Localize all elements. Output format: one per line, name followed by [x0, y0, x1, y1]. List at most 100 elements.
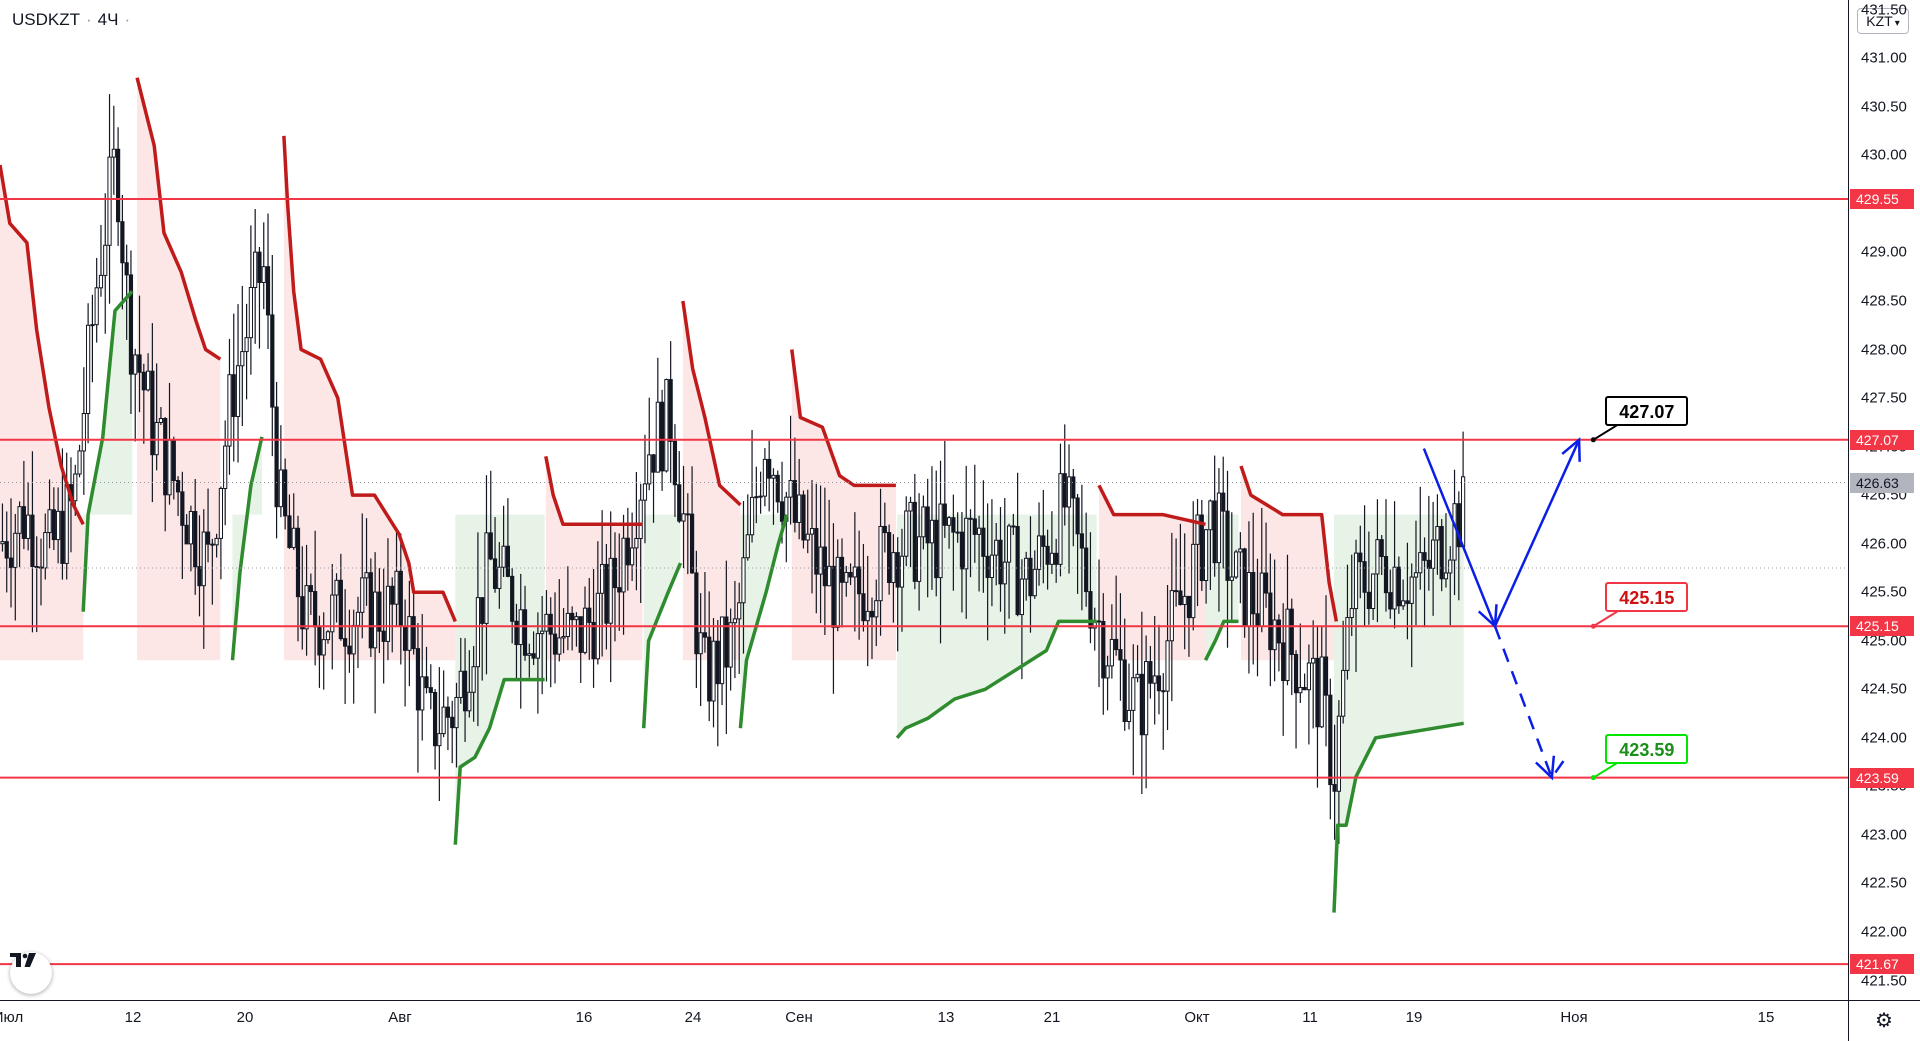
- candle[interactable]: [612, 532, 618, 642]
- candle[interactable]: [951, 494, 956, 591]
- candle[interactable]: [745, 494, 750, 561]
- candle[interactable]: [818, 485, 823, 624]
- candle[interactable]: [1336, 700, 1341, 844]
- candle[interactable]: [600, 510, 605, 657]
- candle[interactable]: [544, 590, 549, 682]
- candle[interactable]: [685, 493, 690, 575]
- candle[interactable]: [655, 357, 660, 473]
- candle[interactable]: [955, 512, 960, 543]
- candle[interactable]: [561, 607, 566, 654]
- candle[interactable]: [1456, 491, 1461, 601]
- candle[interactable]: [175, 476, 181, 517]
- candle[interactable]: [1195, 499, 1200, 607]
- candle[interactable]: [120, 194, 125, 310]
- candle[interactable]: [128, 250, 134, 414]
- candle[interactable]: [1401, 579, 1406, 610]
- candle[interactable]: [1379, 535, 1384, 576]
- candle[interactable]: [741, 500, 746, 654]
- candle[interactable]: [642, 434, 648, 544]
- candle[interactable]: [43, 513, 48, 580]
- candle[interactable]: [30, 451, 35, 633]
- candle[interactable]: [1079, 484, 1084, 611]
- candle[interactable]: [1071, 468, 1076, 547]
- candle[interactable]: [214, 533, 219, 558]
- candle[interactable]: [17, 501, 22, 568]
- candle[interactable]: [1461, 431, 1466, 548]
- candle[interactable]: [981, 480, 986, 593]
- candle[interactable]: [21, 460, 26, 550]
- candle[interactable]: [274, 381, 279, 539]
- candle[interactable]: [1084, 512, 1089, 607]
- candle[interactable]: [1448, 546, 1453, 626]
- candle[interactable]: [1439, 519, 1444, 592]
- candle[interactable]: [852, 512, 857, 632]
- supertrend-line-down[interactable]: [282, 135, 457, 623]
- candle[interactable]: [484, 475, 489, 675]
- candle[interactable]: [1024, 551, 1029, 601]
- candle[interactable]: [672, 424, 678, 517]
- candle[interactable]: [377, 568, 382, 654]
- candle[interactable]: [831, 523, 836, 694]
- candle[interactable]: [707, 591, 712, 722]
- candle[interactable]: [300, 546, 305, 650]
- level-price-label[interactable]: 423.59: [1850, 767, 1914, 788]
- candle[interactable]: [604, 543, 609, 650]
- candle[interactable]: [874, 579, 879, 647]
- candle[interactable]: [522, 585, 528, 661]
- candle[interactable]: [141, 363, 146, 444]
- candle[interactable]: [1135, 645, 1140, 683]
- candle[interactable]: [1431, 501, 1436, 616]
- candle[interactable]: [814, 483, 819, 614]
- candle[interactable]: [13, 513, 18, 621]
- gear-icon[interactable]: ⚙: [1875, 1010, 1893, 1032]
- candle[interactable]: [424, 646, 429, 694]
- candle[interactable]: [432, 688, 438, 770]
- chart-svg[interactable]: [0, 0, 1848, 1000]
- candle[interactable]: [899, 528, 905, 632]
- supertrend-line-up[interactable]: [230, 436, 264, 661]
- candle[interactable]: [1272, 559, 1277, 682]
- candle[interactable]: [94, 257, 99, 343]
- candle[interactable]: [47, 479, 52, 549]
- candle[interactable]: [582, 586, 588, 655]
- candle[interactable]: [77, 444, 82, 478]
- candle[interactable]: [304, 544, 309, 656]
- candle[interactable]: [1028, 516, 1033, 633]
- candle[interactable]: [608, 511, 613, 683]
- candle[interactable]: [420, 614, 425, 741]
- candle[interactable]: [844, 565, 849, 597]
- candle[interactable]: [1199, 499, 1204, 591]
- supertrend-line-down[interactable]: [544, 455, 643, 527]
- tradingview-logo[interactable]: [10, 952, 52, 994]
- candle[interactable]: [488, 470, 493, 561]
- candle[interactable]: [861, 543, 866, 632]
- candle[interactable]: [124, 244, 129, 340]
- candle[interactable]: [925, 478, 930, 598]
- candle[interactable]: [295, 515, 301, 642]
- candle[interactable]: [137, 295, 142, 413]
- candle[interactable]: [754, 466, 759, 524]
- candle[interactable]: [827, 499, 832, 587]
- candle[interactable]: [668, 341, 673, 483]
- supertrend-line-down[interactable]: [1239, 465, 1339, 622]
- candle[interactable]: [1225, 470, 1230, 648]
- candle[interactable]: [1353, 539, 1359, 673]
- candle[interactable]: [445, 696, 451, 751]
- candle[interactable]: [1011, 513, 1016, 535]
- candle[interactable]: [878, 488, 883, 636]
- candle[interactable]: [1054, 538, 1059, 583]
- candle[interactable]: [1409, 563, 1414, 668]
- candle[interactable]: [904, 496, 909, 567]
- candle[interactable]: [1208, 499, 1213, 590]
- price-callout[interactable]: 425.15: [1605, 582, 1689, 613]
- candle[interactable]: [912, 473, 917, 590]
- candle[interactable]: [702, 572, 708, 653]
- candle[interactable]: [651, 453, 656, 523]
- candle[interactable]: [205, 488, 211, 563]
- candle[interactable]: [1019, 559, 1025, 680]
- candle[interactable]: [1268, 553, 1273, 687]
- candle[interactable]: [869, 597, 875, 660]
- candle[interactable]: [1221, 456, 1226, 569]
- candle[interactable]: [428, 664, 433, 710]
- candle[interactable]: [1169, 532, 1174, 702]
